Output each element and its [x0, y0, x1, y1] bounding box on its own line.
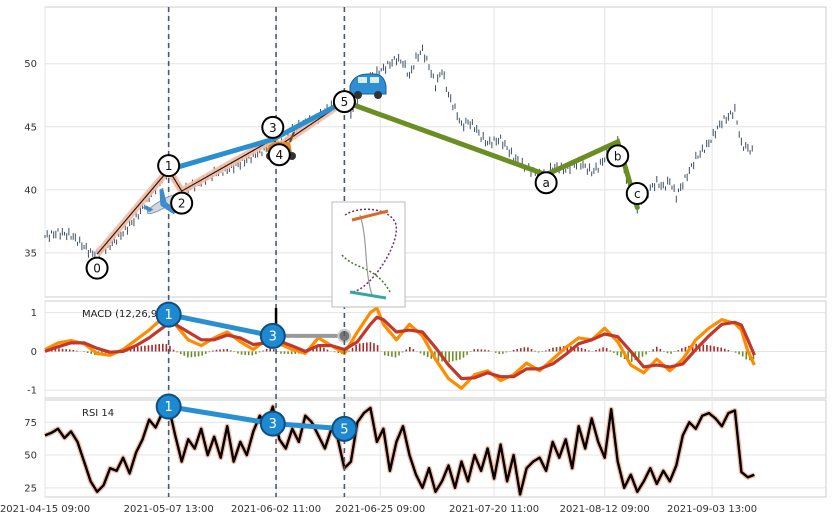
impulse-wave-label: 4 — [275, 148, 283, 162]
x-tick-label: 2021-05-07 13:00 — [124, 504, 214, 515]
impulse-wave-label-badge — [332, 90, 356, 114]
impulse-wave-label: 0 — [93, 262, 101, 276]
price-panel-frame — [44, 6, 827, 298]
corrective-wave-label: a — [542, 176, 549, 190]
corrective-wave-label-badge — [534, 171, 558, 195]
macd-wave-label-badge — [155, 301, 182, 328]
x-tick-label: 2021-06-25 09:00 — [335, 504, 425, 515]
car-wheel — [374, 91, 382, 99]
rsi-wave-label: 1 — [165, 400, 173, 415]
impulse-degree-line — [166, 99, 347, 173]
rsi-y-tick-label: 75 — [24, 418, 37, 429]
rsi-wave-label: 3 — [269, 417, 277, 432]
rsi-panel-frame — [44, 399, 827, 498]
macd-title: MACD (12,26,9) — [82, 309, 161, 320]
inset-stroke — [349, 290, 387, 300]
impulse-wave-label-badge — [157, 154, 181, 178]
inset-track-line — [341, 254, 391, 293]
macd-wave-label-badge — [259, 322, 286, 349]
rsi-wave-label: 5 — [340, 422, 348, 437]
inset-frame — [331, 201, 406, 308]
impulse-wave-label: 2 — [178, 197, 186, 211]
impulse-wave-line — [96, 101, 345, 255]
rsi-wave-label-badge — [155, 393, 182, 420]
x-tick-label: 2021-06-02 11:00 — [231, 504, 321, 515]
macd-wave-line — [166, 312, 276, 339]
macd-y-tick-label: -1 — [27, 386, 37, 397]
x-tick-label: 2021-09-03 13:00 — [667, 504, 757, 515]
impulse-wave-label: 3 — [269, 121, 277, 135]
impulse-wave-label-badge — [85, 256, 109, 280]
price-y-tick-label: 40 — [24, 185, 37, 196]
airplane-wing — [159, 187, 167, 206]
airplane-tail — [143, 205, 154, 212]
price-y-tick-label: 50 — [24, 59, 37, 70]
impulse-wave-label-badge — [170, 191, 194, 215]
rsi-title: RSI 14 — [82, 408, 114, 419]
corrective-wave-label-badge — [625, 181, 649, 205]
impulse-wave-label: 1 — [165, 159, 173, 173]
rsi-y-tick-label: 50 — [24, 451, 37, 462]
x-tick-label: 2021-07-20 11:00 — [449, 504, 539, 515]
impulse-wave-label: 5 — [341, 95, 349, 109]
corrective-wave-label-badge — [606, 144, 630, 168]
macd-wave-label: 1 — [165, 308, 173, 323]
airplane-wing — [160, 202, 177, 215]
inset-track-line — [359, 214, 373, 296]
corrective-wave-label: b — [614, 149, 622, 163]
airplane-icon — [143, 187, 180, 215]
scooter-handle — [289, 131, 295, 143]
car-wheel — [354, 91, 362, 99]
macd-wave-label: 3 — [269, 329, 277, 344]
price-y-tick-label: 45 — [24, 122, 37, 133]
corrective-wave-line — [341, 99, 640, 210]
car-window — [370, 77, 379, 83]
rsi-wave-label-badge — [331, 415, 358, 442]
corrective-wave-label: c — [634, 187, 641, 201]
inset-stroke — [351, 209, 389, 222]
x-tick-label: 2021-08-12 09:00 — [560, 504, 650, 515]
rsi-y-tick-label: 25 — [24, 483, 37, 494]
x-tick-label: 2021-04-15 09:00 — [0, 504, 90, 515]
macd-y-tick-label: 1 — [31, 308, 37, 319]
car-window — [358, 77, 367, 83]
macd-y-tick-label: 0 — [31, 347, 37, 358]
impulse-wave-label-badge — [267, 143, 291, 167]
impulse-wave-label-badge — [261, 115, 285, 139]
rsi-wave-label-badge — [259, 410, 286, 437]
price-y-tick-label: 35 — [24, 248, 37, 259]
car-icon — [349, 73, 387, 99]
